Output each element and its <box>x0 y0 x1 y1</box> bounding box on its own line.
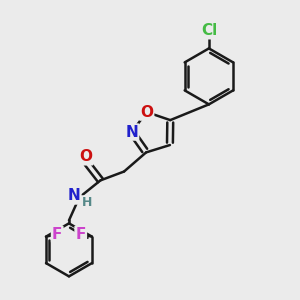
Text: Cl: Cl <box>201 23 217 38</box>
Text: F: F <box>76 227 86 242</box>
Text: O: O <box>140 105 153 120</box>
Text: O: O <box>79 149 92 164</box>
Text: H: H <box>81 196 92 209</box>
Text: F: F <box>52 227 62 242</box>
Text: N: N <box>125 124 138 140</box>
Text: N: N <box>68 188 80 203</box>
